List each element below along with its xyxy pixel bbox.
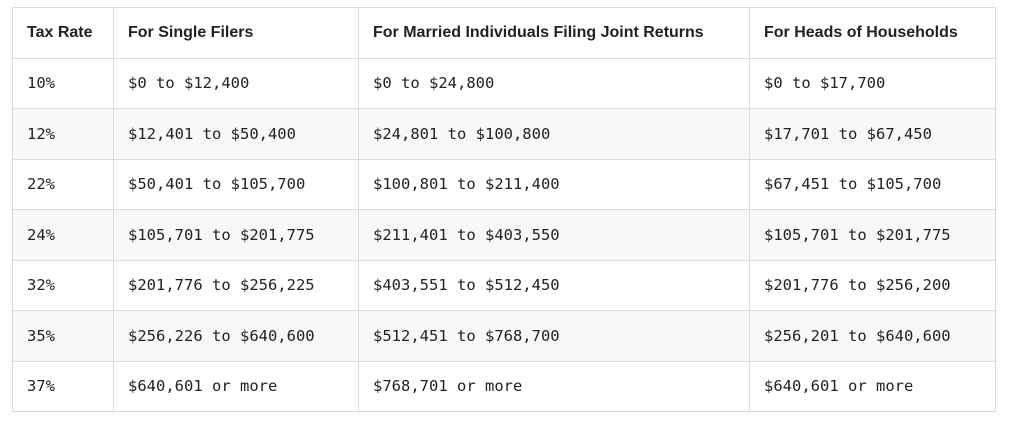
table-cell: $17,701 to $67,450 (749, 108, 996, 160)
table-cell: $50,401 to $105,700 (113, 158, 359, 210)
table-row: 22% $50,401 to $105,700 $100,801 to $211,4… (12, 158, 996, 210)
header-cell: For Heads of Households (749, 7, 996, 59)
table-cell: 35% (12, 310, 114, 362)
table-cell: $105,701 to $201,775 (113, 209, 359, 261)
table-cell: $105,701 to $201,775 (749, 209, 996, 261)
table-cell: 24% (12, 209, 114, 261)
header-cell: For Married Individuals Filing Joint Ret… (358, 7, 750, 59)
table-cell: $0 to $24,800 (358, 57, 750, 109)
table-cell: 10% (12, 57, 114, 109)
table-cell: 12% (12, 108, 114, 160)
table-cell: $211,401 to $403,550 (358, 209, 750, 261)
table-cell: $201,776 to $256,225 (113, 259, 359, 311)
table-row: 24% $105,701 to $201,775 $211,401 to $403,… (12, 209, 996, 261)
table-cell: $256,201 to $640,600 (749, 310, 996, 362)
tax-table: Tax Rate For Single Filers For Married Ind… (12, 7, 996, 412)
header-cell: Tax Rate (12, 7, 114, 59)
table-body: 10% $0 to $12,400 $0 to $24,800 $0 to $17,7… (12, 57, 996, 412)
table-cell: 37% (12, 360, 114, 412)
table-row: 35% $256,226 to $640,600 $512,451 to $768,… (12, 310, 996, 362)
table-cell: $768,701 or more (358, 360, 750, 412)
table-header: Tax Rate For Single Filers For Married Ind… (12, 7, 996, 59)
table-row: 12% $12,401 to $50,400 $24,801 to $100,800… (12, 108, 996, 160)
header-cell: For Single Filers (113, 7, 359, 59)
table-cell: $0 to $12,400 (113, 57, 359, 109)
table-cell: $256,226 to $640,600 (113, 310, 359, 362)
table-cell: $67,451 to $105,700 (749, 158, 996, 210)
header-row: Tax Rate For Single Filers For Married Ind… (12, 7, 996, 59)
table-cell: $0 to $17,700 (749, 57, 996, 109)
table-cell: $24,801 to $100,800 (358, 108, 750, 160)
table-row: 32% $201,776 to $256,225 $403,551 to $512,… (12, 259, 996, 311)
table-cell: $12,401 to $50,400 (113, 108, 359, 160)
table-cell: $201,776 to $256,200 (749, 259, 996, 311)
table-row: 37% $640,601 or more $768,701 or more $640,… (12, 360, 996, 412)
table-cell: 22% (12, 158, 114, 210)
table-row: 10% $0 to $12,400 $0 to $24,800 $0 to $17,7… (12, 57, 996, 109)
table-cell: $640,601 or more (113, 360, 359, 412)
table-cell: 32% (12, 259, 114, 311)
table-cell: $640,601 or more (749, 360, 996, 412)
table-cell: $403,551 to $512,450 (358, 259, 750, 311)
table-cell: $512,451 to $768,700 (358, 310, 750, 362)
table-cell: $100,801 to $211,400 (358, 158, 750, 210)
